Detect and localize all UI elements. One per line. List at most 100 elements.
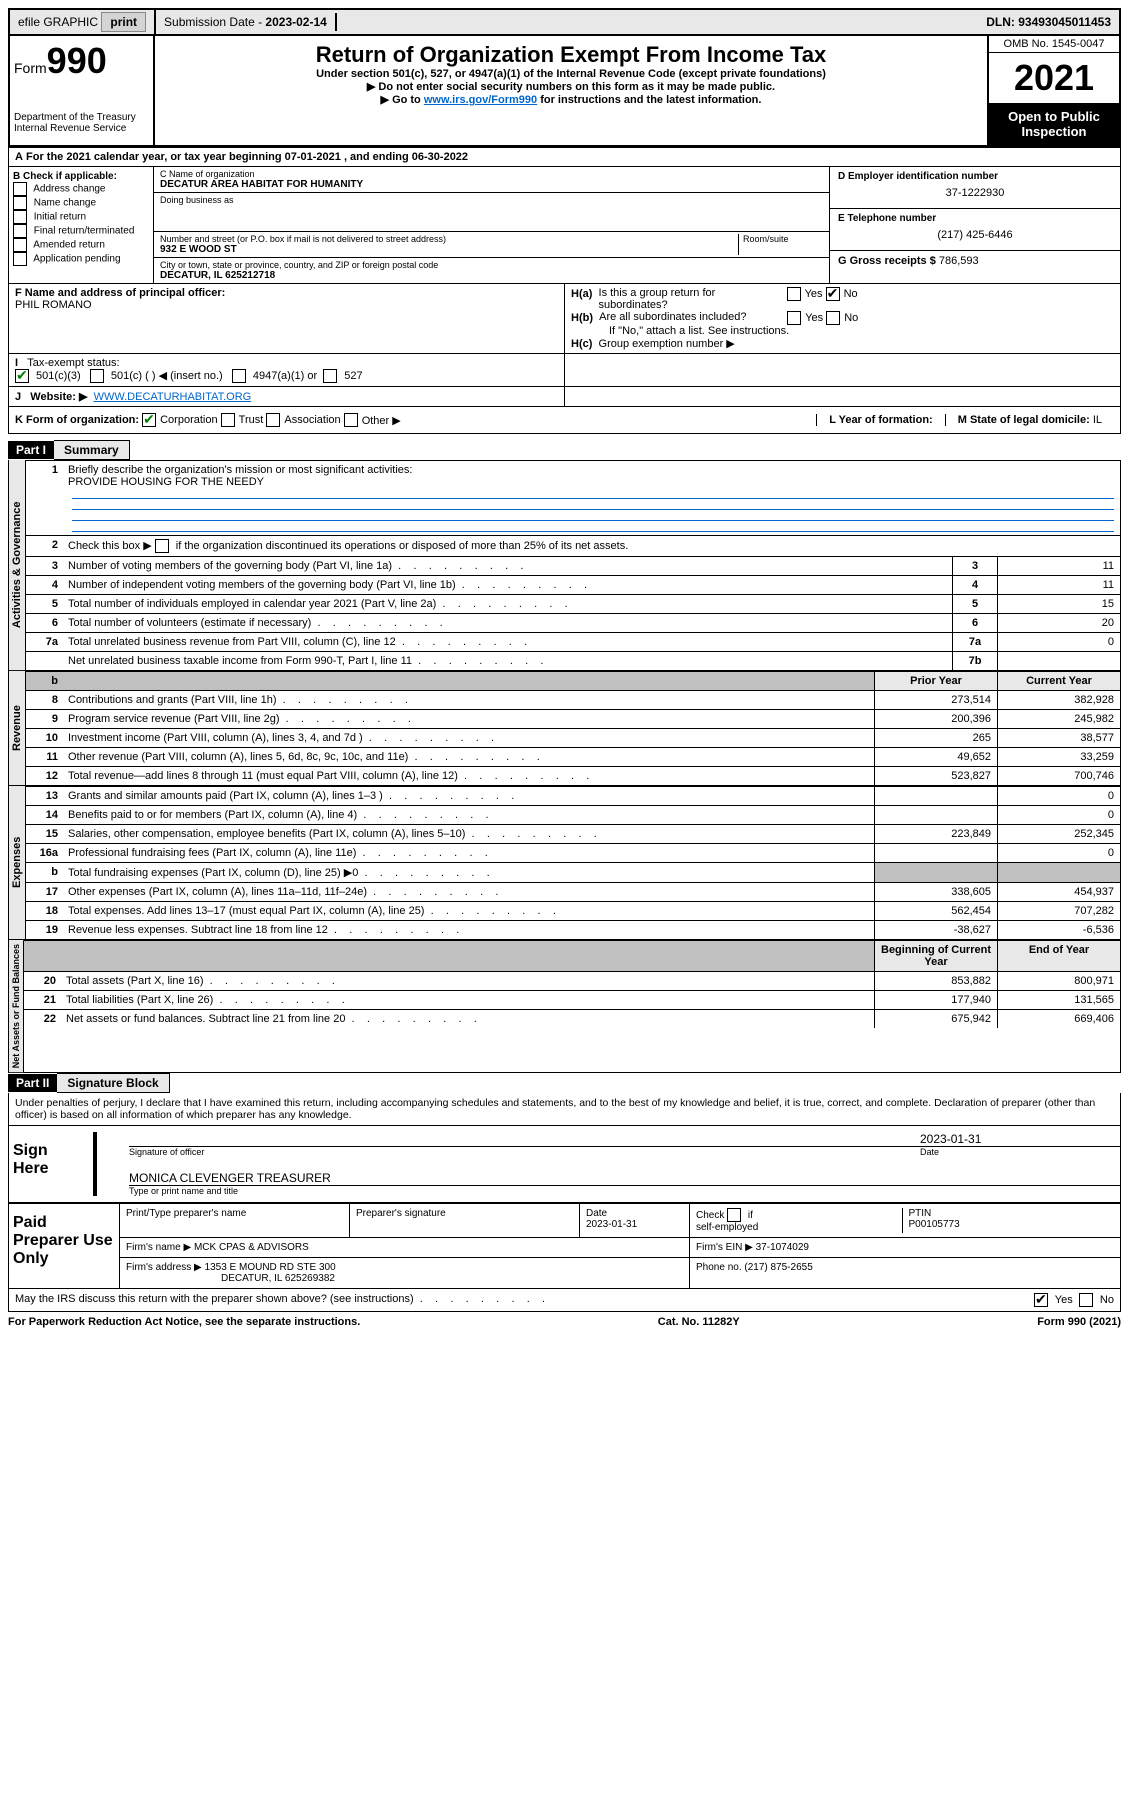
firm-name-value: MCK CPAS & ADVISORS — [194, 1242, 309, 1253]
form-title: Return of Organization Exempt From Incom… — [161, 42, 981, 68]
part2-header: Part II — [8, 1074, 57, 1092]
identity-grid: B Check if applicable: Address change Na… — [8, 167, 1121, 284]
summary-row: 3Number of voting members of the governi… — [26, 557, 1120, 576]
527-checkbox[interactable] — [323, 369, 337, 383]
row-k-l-m: K Form of organization: Corporation Trus… — [8, 407, 1121, 434]
b-option-checkbox[interactable] — [13, 210, 27, 224]
goto-prefix: Go to — [392, 94, 424, 106]
501c-checkbox[interactable] — [90, 369, 104, 383]
b-option-checkbox[interactable] — [13, 182, 27, 196]
summary-row: 13Grants and similar amounts paid (Part … — [26, 787, 1120, 806]
self-employed-checkbox[interactable] — [727, 1208, 741, 1222]
dept-treasury: Department of the Treasury Internal Reve… — [14, 112, 149, 134]
dba-label: Doing business as — [160, 195, 823, 205]
col-prior-year: Prior Year — [875, 672, 998, 691]
summary-row: 18Total expenses. Add lines 13–17 (must … — [26, 902, 1120, 921]
summary-row: 16aProfessional fundraising fees (Part I… — [26, 844, 1120, 863]
firm-phone-value: (217) 875-2655 — [744, 1262, 812, 1273]
preparer-name-label: Print/Type preparer's name — [119, 1203, 349, 1237]
room-label: Room/suite — [743, 234, 823, 244]
row-f-h: F Name and address of principal officer:… — [8, 284, 1121, 354]
l2-checkbox[interactable] — [155, 539, 169, 553]
tax-year: 2021 — [989, 53, 1119, 103]
summary-row: 7aTotal unrelated business revenue from … — [26, 633, 1120, 652]
b-label: B Check if applicable: — [13, 171, 117, 182]
efile-label: efile GRAPHIC — [18, 15, 98, 29]
corp-checkbox[interactable] — [142, 413, 156, 427]
l1-label: Briefly describe the organization's miss… — [68, 464, 412, 476]
part1-body: Activities & Governance 1 Briefly descri… — [8, 460, 1121, 671]
footer-mid: Cat. No. 11282Y — [658, 1316, 740, 1328]
website-link[interactable]: WWW.DECATURHABITAT.ORG — [94, 391, 252, 403]
summary-row: 4Number of independent voting members of… — [26, 576, 1120, 595]
col-boy: Beginning of Current Year — [875, 941, 998, 972]
street-value: 932 E WOOD ST — [160, 244, 738, 255]
dots-leader — [414, 1293, 545, 1307]
page-footer: For Paperwork Reduction Act Notice, see … — [8, 1312, 1121, 1328]
sign-here-block: Sign Here 2023-01-31 Signature of office… — [8, 1126, 1121, 1203]
phone-label: E Telephone number — [838, 213, 1112, 224]
part1-title: Summary — [54, 440, 130, 460]
b-option: Name change — [13, 196, 149, 210]
col-eoy: End of Year — [998, 941, 1121, 972]
c-name-label: C Name of organization — [160, 169, 823, 179]
hb-yes-checkbox[interactable] — [787, 311, 801, 325]
firm-addr-label: Firm's address ▶ — [126, 1262, 205, 1273]
goto-suffix: for instructions and the latest informat… — [537, 94, 761, 106]
summary-row: 6Total number of volunteers (estimate if… — [26, 614, 1120, 633]
hb-no-checkbox[interactable] — [826, 311, 840, 325]
b-option: Initial return — [13, 210, 149, 224]
vlabel-activities: Activities & Governance — [9, 460, 26, 670]
4947-checkbox[interactable] — [232, 369, 246, 383]
other-checkbox[interactable] — [344, 413, 358, 427]
ptin-value: P00105773 — [909, 1219, 960, 1230]
sign-here-label: Sign Here — [9, 1126, 89, 1202]
hb-text: Are all subordinates included? — [599, 311, 784, 323]
b-option: Final return/terminated — [13, 224, 149, 238]
summary-row: 17Other expenses (Part IX, column (A), l… — [26, 883, 1120, 902]
mayirs-no-checkbox[interactable] — [1079, 1293, 1093, 1307]
summary-row: 8Contributions and grants (Part VIII, li… — [26, 691, 1120, 710]
b-option-checkbox[interactable] — [13, 238, 27, 252]
date-sublabel: Date — [910, 1147, 1120, 1157]
city-label: City or town, state or province, country… — [160, 260, 823, 270]
part2-title: Signature Block — [57, 1073, 169, 1093]
website-label: Website: ▶ — [30, 391, 87, 403]
gross-receipts-value: 786,593 — [939, 255, 979, 267]
prep-date-label: Date — [586, 1208, 607, 1219]
omb-number: OMB No. 1545-0047 — [989, 36, 1119, 53]
submission-label: Submission Date - — [164, 15, 265, 29]
b-option: Address change — [13, 182, 149, 196]
b-option: Application pending — [13, 252, 149, 266]
ha-yes-checkbox[interactable] — [787, 287, 801, 301]
b-option-checkbox[interactable] — [13, 252, 27, 266]
summary-row: 5Total number of individuals employed in… — [26, 595, 1120, 614]
trust-checkbox[interactable] — [221, 413, 235, 427]
firm-addr1: 1353 E MOUND RD STE 300 — [205, 1262, 336, 1273]
assoc-checkbox[interactable] — [266, 413, 280, 427]
officer-sign-date: 2023-01-31 — [910, 1132, 1120, 1147]
b-option-checkbox[interactable] — [13, 224, 27, 238]
ha-no-checkbox[interactable] — [826, 287, 840, 301]
form-word: Form — [14, 60, 47, 76]
b-option-checkbox[interactable] — [13, 196, 27, 210]
vlabel-netassets: Net Assets or Fund Balances — [9, 940, 24, 1072]
summary-row: 21Total liabilities (Part X, line 26)177… — [24, 991, 1120, 1010]
501c3-checkbox[interactable] — [15, 369, 29, 383]
summary-row: 10Investment income (Part VIII, column (… — [26, 729, 1120, 748]
may-irs-text: May the IRS discuss this return with the… — [15, 1293, 414, 1307]
firm-name-label: Firm's name ▶ — [126, 1242, 194, 1253]
l-label: L Year of formation: — [829, 414, 933, 426]
mayirs-yes-checkbox[interactable] — [1034, 1293, 1048, 1307]
firm-ein-label: Firm's EIN ▶ — [696, 1242, 756, 1253]
bracket-icon — [93, 1132, 98, 1196]
form990-link[interactable]: www.irs.gov/Form990 — [424, 94, 537, 106]
footer-right: Form 990 (2021) — [1037, 1316, 1121, 1328]
summary-row: 9Program service revenue (Part VIII, lin… — [26, 710, 1120, 729]
row-i-j: I Tax-exempt status: 501(c)(3) 501(c) ( … — [8, 354, 1121, 407]
col-current-year: Current Year — [998, 672, 1121, 691]
print-button[interactable]: print — [101, 12, 146, 32]
ha-text: Is this a group return for subordinates? — [599, 287, 784, 311]
may-irs-row: May the IRS discuss this return with the… — [8, 1289, 1121, 1312]
officer-label: F Name and address of principal officer: — [15, 287, 225, 299]
